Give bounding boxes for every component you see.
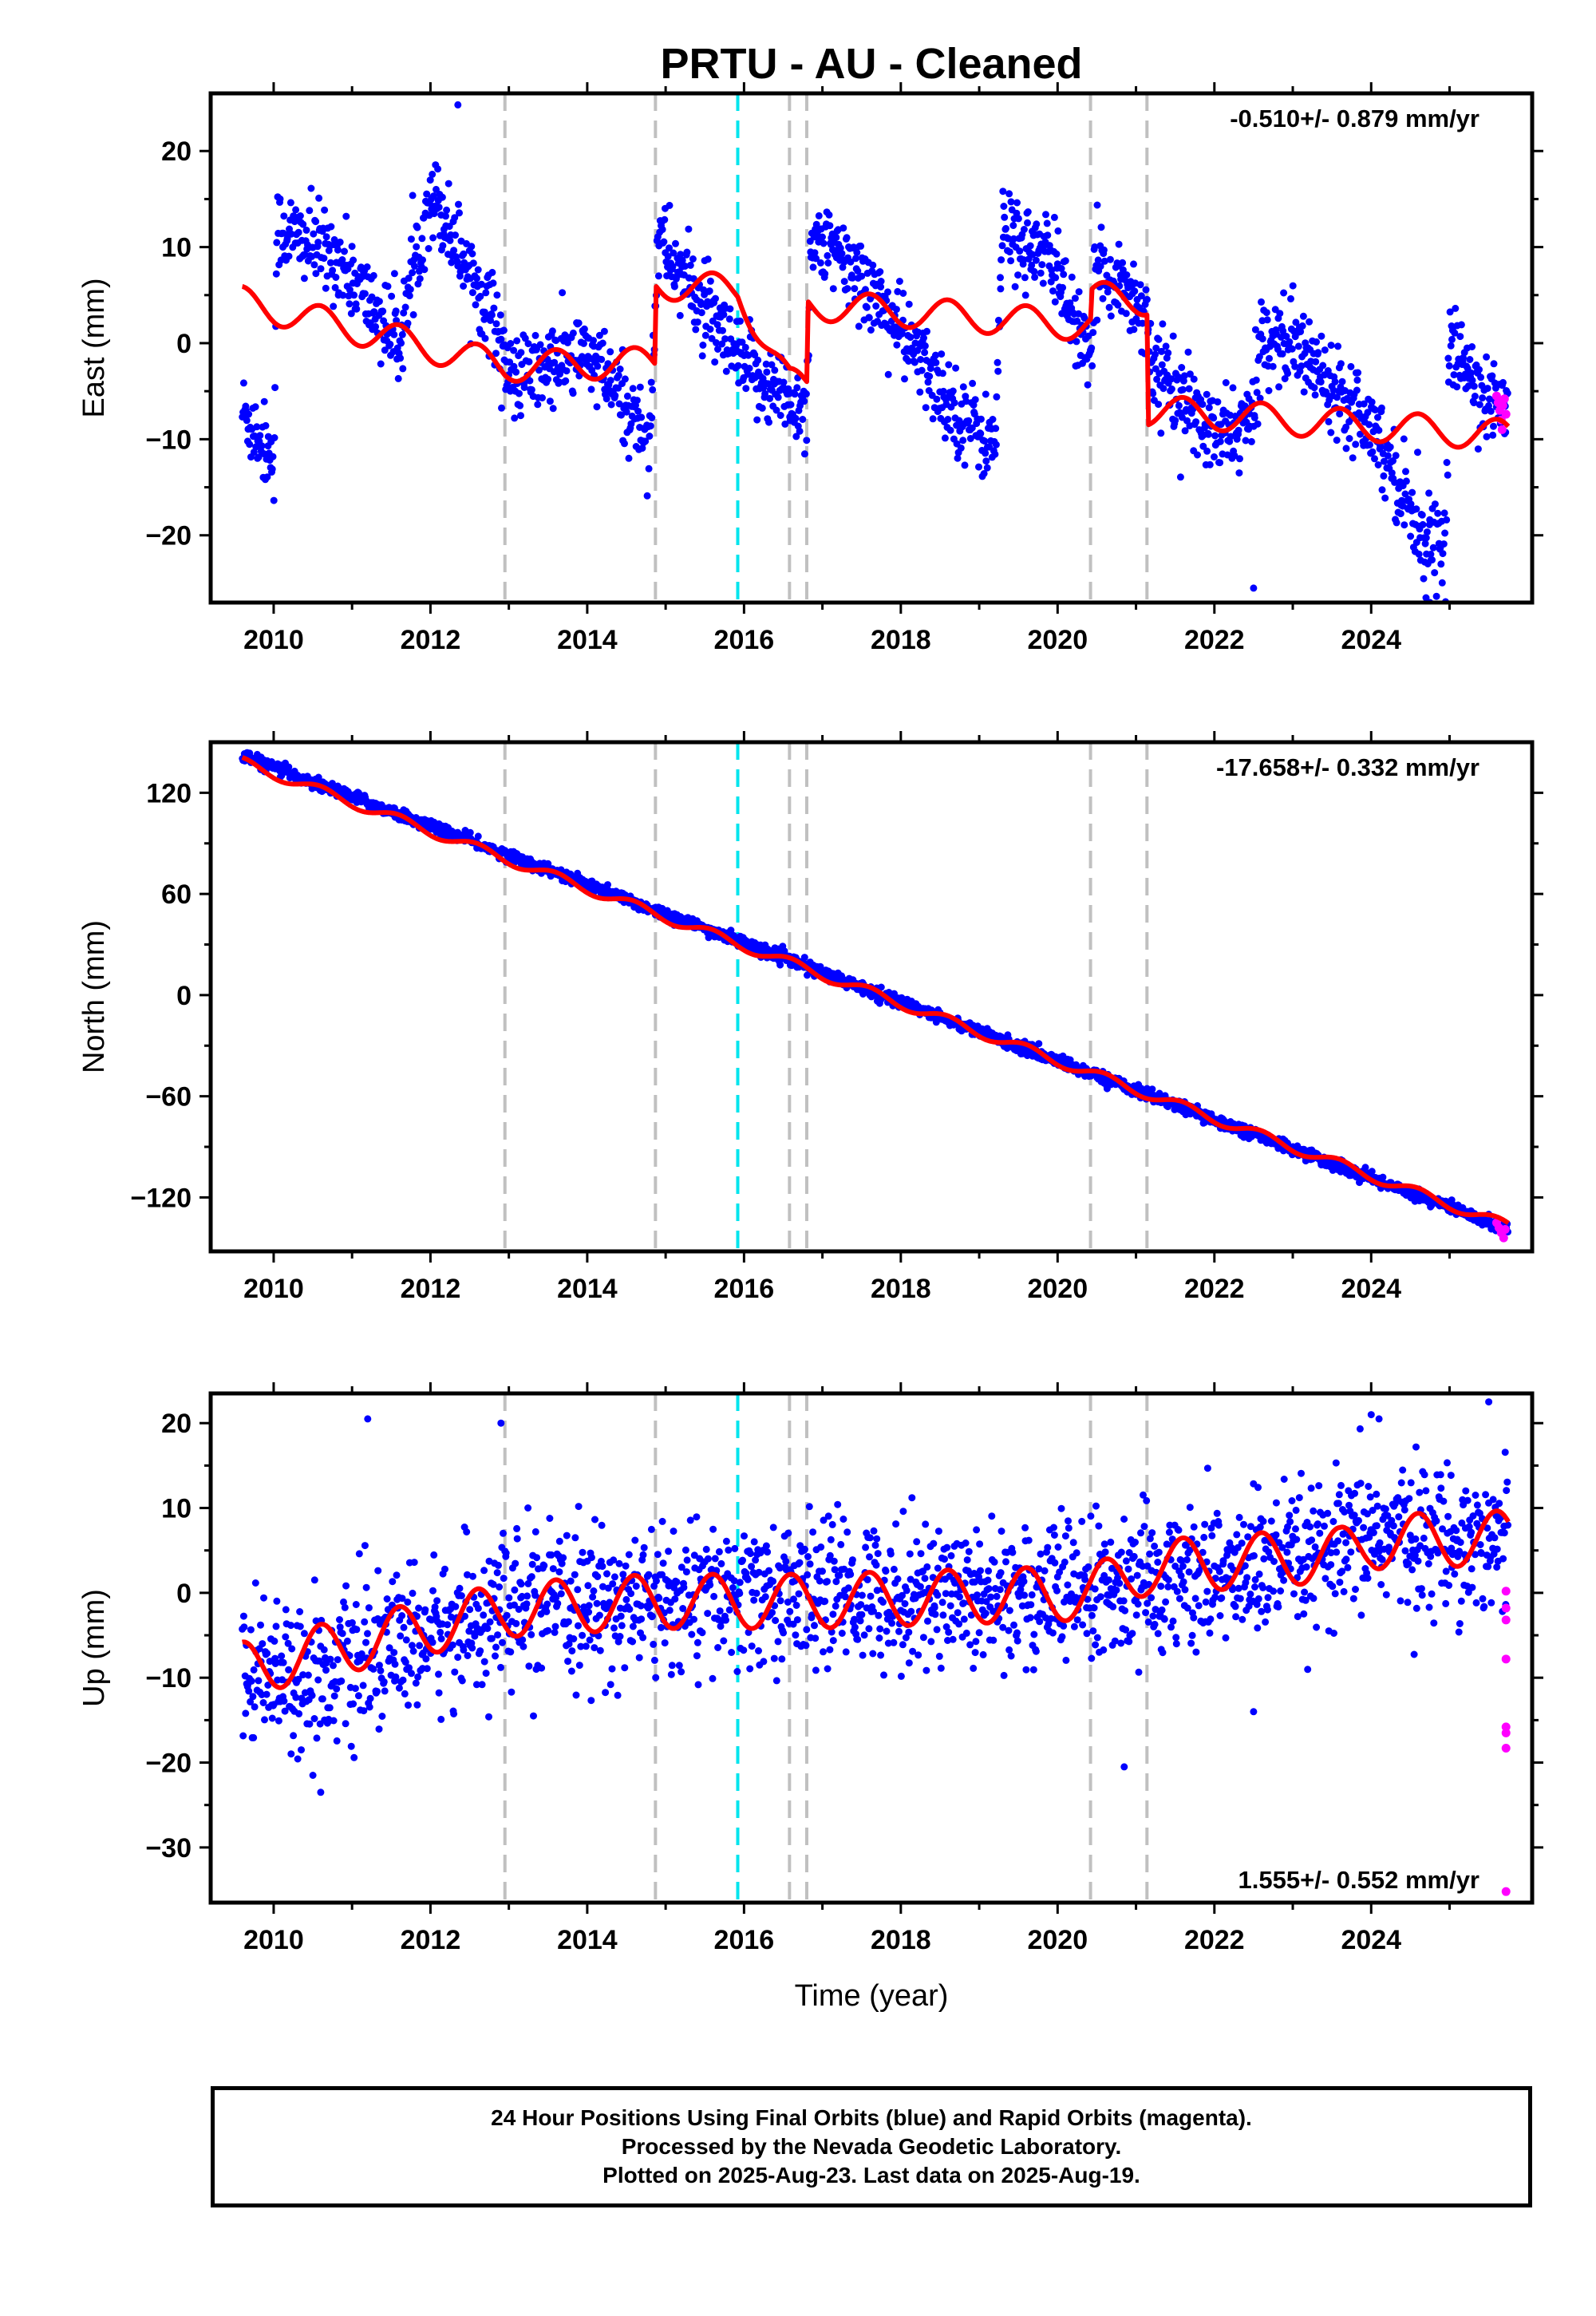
- x-axis: 2010 2012 2014 2016 2018 2020 2022 2024: [243, 731, 1451, 1304]
- figure-title: PRTU - AU - Cleaned: [660, 40, 1082, 88]
- y-tick-label: 20: [161, 1409, 192, 1439]
- footer-line-dates: Plotted on 2025-Aug-23. Last data on 202…: [602, 2163, 1140, 2188]
- rapid-orbit-point: [1501, 1743, 1511, 1753]
- x-tick-label: 2012: [401, 625, 461, 655]
- rapid-orbit-point: [1501, 409, 1511, 419]
- final-orbit-scatter: [239, 1398, 1512, 1796]
- y-tick-label: 60: [161, 879, 192, 910]
- y-tick-label: −30: [145, 1833, 192, 1863]
- final-orbit-points: [239, 101, 1511, 603]
- rapid-orbit-point: [1500, 1225, 1510, 1235]
- x-tick-label: 2018: [871, 625, 931, 655]
- y-tick-label: 20: [161, 136, 192, 167]
- x-tick-label: 2014: [557, 1274, 618, 1304]
- y-tick-label: −10: [145, 425, 192, 455]
- rapid-orbit-point: [1501, 1603, 1511, 1613]
- y-tick-label: 10: [161, 233, 192, 263]
- y-axis: 20 10 0 −10 −20: [145, 136, 1543, 551]
- y-tick-label: −20: [145, 1749, 192, 1779]
- x-tick-label: 2016: [714, 1925, 775, 1955]
- x-tick-label: 2022: [1184, 625, 1245, 655]
- rapid-orbit-points: [1501, 1587, 1511, 1896]
- panel-north: 2010 2012 2014 2016 2018 2020 2022 2024 120 60 0 −6…: [77, 731, 1543, 1304]
- x-tick-label: 2014: [557, 625, 618, 655]
- x-tick-label: 2016: [714, 1274, 775, 1304]
- x-axis-title: Time (year): [795, 1979, 949, 2013]
- rapid-orbit-points: [1491, 1218, 1510, 1243]
- plot-frame: [208, 1391, 1535, 1905]
- x-tick-label: 2024: [1341, 1925, 1401, 1955]
- rate-annotation: 1.555+/- 0.552 mm/yr: [1238, 1866, 1479, 1894]
- footer-line-processor: Processed by the Nevada Geodetic Laborat…: [621, 2134, 1122, 2159]
- panel-east: 2010 2012 2014 2016 2018 2020 2022 202420100−10…: [77, 82, 1543, 655]
- model-fit-line: [240, 755, 1511, 1226]
- plot-frame: [208, 91, 1535, 605]
- y-tick-label: 0: [176, 981, 192, 1011]
- y-axis: 120 60 0 −60 −120: [130, 778, 1543, 1213]
- x-tick-label: 2016: [714, 625, 775, 655]
- rapid-orbit-point: [1498, 401, 1507, 410]
- final-orbit-scatter: [239, 101, 1511, 603]
- y-tick-label: 0: [176, 1579, 192, 1609]
- x-tick-label: 2010: [243, 625, 304, 655]
- x-tick-label: 2020: [1027, 625, 1088, 655]
- y-axis-title: East (mm): [77, 278, 111, 417]
- x-tick-label: 2012: [401, 1274, 461, 1304]
- x-tick-label: 2010: [243, 1274, 304, 1304]
- model-fit-line: [240, 270, 1511, 450]
- y-tick-label: 0: [176, 329, 192, 359]
- rapid-orbit-point: [1491, 391, 1501, 401]
- x-tick-label: 2010: [243, 1925, 304, 1955]
- x-tick-label: 2022: [1184, 1925, 1245, 1955]
- y-tick-label: −20: [145, 521, 192, 551]
- x-tick-label: 2024: [1341, 1274, 1401, 1304]
- x-tick-label: 2018: [871, 1274, 931, 1304]
- x-tick-label: 2024: [1341, 625, 1401, 655]
- x-tick-label: 2022: [1184, 1274, 1245, 1304]
- rapid-orbit-point: [1501, 1728, 1511, 1737]
- y-axis-title: North (mm): [77, 920, 111, 1073]
- y-axis: 20 10 0 −10 −20 −30: [145, 1409, 1543, 1863]
- footer-line-orbits: 24 Hour Positions Using Final Orbits (bl…: [491, 2105, 1252, 2130]
- rate-annotation: -0.510+/- 0.879 mm/yr: [1230, 105, 1479, 132]
- rapid-orbit-point: [1501, 1615, 1511, 1625]
- rapid-orbit-point: [1501, 1887, 1511, 1896]
- rapid-orbit-point: [1497, 425, 1507, 434]
- x-axis: 2010 2012 2014 2016 2018 2020 2022 2024: [243, 1382, 1451, 1955]
- model-fit-line: [240, 1508, 1511, 1690]
- y-axis-title: Up (mm): [77, 1589, 111, 1707]
- y-tick-label: −120: [130, 1183, 192, 1213]
- x-axis: 2010 2012 2014 2016 2018 2020 2022 2024: [243, 82, 1451, 655]
- x-tick-label: 2018: [871, 1925, 931, 1955]
- final-orbit-points: [239, 1398, 1512, 1796]
- footer-info-box: 24 Hour Positions Using Final Orbits (bl…: [211, 2086, 1532, 2207]
- rapid-orbit-point: [1501, 1587, 1511, 1596]
- y-tick-label: −60: [145, 1082, 192, 1113]
- panel-up: 2010 2012 2014 2016 2018 2020 2022 202420100−10…: [77, 1382, 1543, 1955]
- x-tick-label: 2020: [1027, 1274, 1088, 1304]
- x-tick-label: 2020: [1027, 1925, 1088, 1955]
- rate-annotation: -17.658+/- 0.332 mm/yr: [1216, 753, 1479, 781]
- x-tick-label: 2012: [401, 1925, 461, 1955]
- rapid-orbit-point: [1499, 394, 1509, 404]
- plot-frame: [208, 740, 1535, 1254]
- y-tick-label: 120: [146, 778, 192, 808]
- x-tick-label: 2014: [557, 1925, 618, 1955]
- y-tick-label: 10: [161, 1494, 192, 1524]
- rapid-orbit-point: [1499, 1233, 1508, 1243]
- rapid-orbit-point: [1501, 1654, 1511, 1664]
- y-tick-label: −10: [145, 1663, 192, 1694]
